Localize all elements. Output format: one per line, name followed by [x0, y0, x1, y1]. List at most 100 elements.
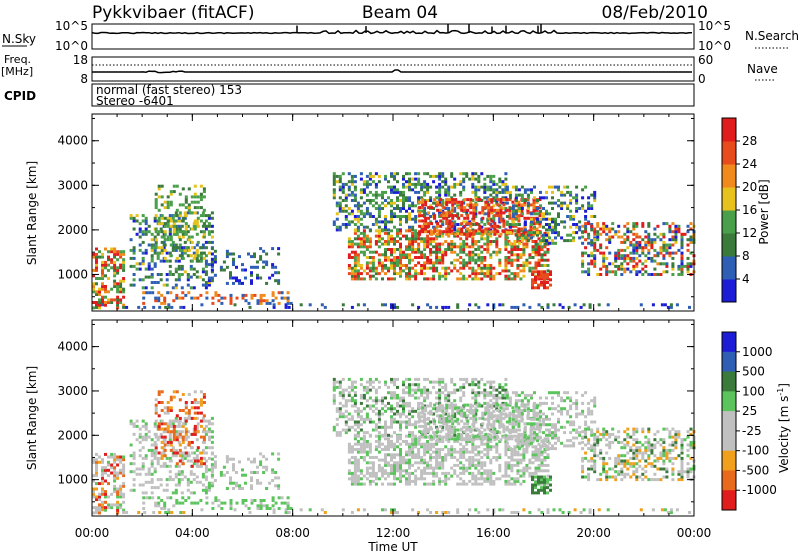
- power-cell: [424, 224, 428, 228]
- velocity-cell: [190, 440, 194, 444]
- power-cell: [504, 266, 508, 270]
- power-cell: [532, 222, 536, 226]
- velocity-cell: [435, 401, 439, 405]
- power-cell: [429, 196, 433, 200]
- velocity-cell: [396, 440, 399, 443]
- velocity-cell: [204, 424, 208, 428]
- power-cell: [132, 251, 136, 255]
- power-cell: [178, 230, 182, 234]
- power-cell: [451, 208, 455, 212]
- velocity-cell: [429, 453, 433, 457]
- velocity-cell: [235, 481, 238, 485]
- power-cell: [147, 230, 151, 234]
- power-cell: [569, 215, 573, 218]
- power-cell: [211, 301, 215, 305]
- power-cell: [487, 216, 491, 220]
- power-cell: [170, 305, 174, 309]
- velocity-cell: [365, 388, 369, 392]
- velocity-cell: [362, 450, 366, 454]
- velocity-cell: [174, 416, 178, 420]
- velocity-cell: [408, 401, 411, 405]
- power-cell: [474, 188, 478, 192]
- power-cell: [492, 266, 496, 270]
- velocity-cell: [423, 420, 427, 424]
- velocity-cell: [498, 391, 502, 395]
- velocity-cell: [453, 469, 457, 473]
- power-cell: [456, 204, 460, 208]
- velocity-cell: [190, 432, 194, 436]
- power-cell: [356, 217, 360, 221]
- velocity-cell: [435, 461, 439, 465]
- power-cell: [542, 239, 545, 243]
- velocity-cell: [204, 464, 208, 468]
- power-cell: [444, 253, 448, 257]
- velocity-cell: [462, 393, 466, 397]
- velocity-cell: [175, 419, 179, 423]
- power-cell: [113, 260, 117, 264]
- power-cell: [347, 207, 351, 210]
- power-cell: [274, 265, 278, 269]
- power-cell: [132, 246, 136, 250]
- velocity-cell: [232, 457, 235, 461]
- power-cell: [587, 201, 591, 205]
- velocity-cell: [196, 501, 200, 505]
- power-cell: [420, 209, 424, 213]
- power-cell: [533, 185, 536, 189]
- power-cell: [129, 216, 133, 220]
- power-cell: [459, 277, 463, 281]
- power-cell: [435, 256, 439, 259]
- velocity-cell: [174, 472, 178, 476]
- power-cell: [147, 264, 151, 268]
- power-cell: [469, 222, 473, 226]
- power-cell: [573, 303, 577, 307]
- power-cell: [442, 216, 446, 220]
- power-cell: [122, 252, 126, 256]
- power-cell: [377, 207, 381, 210]
- power-cell: [463, 198, 467, 202]
- power-cell: [504, 242, 508, 246]
- velocity-cell: [132, 422, 136, 426]
- power-cell: [669, 303, 673, 307]
- velocity-cell: [163, 501, 167, 505]
- power-cell: [484, 230, 488, 234]
- power-cell: [414, 240, 418, 243]
- power-cell: [157, 184, 161, 188]
- power-cell: [581, 254, 585, 258]
- power-cell: [371, 180, 375, 184]
- power-colorbar-tick-label: 24: [742, 157, 757, 171]
- power-cell: [453, 258, 457, 262]
- power-cell: [635, 248, 639, 252]
- velocity-cell: [377, 466, 381, 470]
- velocity-cell: [259, 452, 263, 456]
- power-cell: [150, 281, 154, 284]
- velocity-cell: [163, 427, 167, 431]
- power-cell: [341, 223, 345, 226]
- power-cell: [365, 261, 369, 265]
- power-cell: [192, 286, 196, 290]
- power-cell: [469, 198, 473, 202]
- velocity-cell: [144, 456, 148, 460]
- power-cell: [193, 184, 197, 188]
- power-cell: [671, 222, 675, 226]
- power-cell: [429, 185, 433, 189]
- power-cell: [377, 215, 381, 218]
- power-cell: [104, 260, 107, 264]
- power-cell: [418, 206, 422, 210]
- power-cell: [405, 217, 408, 221]
- velocity-cell: [390, 417, 393, 421]
- velocity-cell: [167, 511, 171, 514]
- power-cell: [490, 224, 494, 228]
- velocity-cell: [110, 455, 114, 459]
- velocity-cell: [393, 482, 396, 486]
- power-cell: [223, 296, 227, 300]
- power-cell: [187, 248, 191, 252]
- velocity-cell: [405, 404, 408, 408]
- power-cell: [160, 230, 164, 234]
- power-cell: [138, 278, 142, 282]
- velocity-cell: [265, 507, 269, 510]
- power-cell: [483, 188, 487, 192]
- power-cell: [546, 248, 550, 251]
- velocity-cell: [110, 506, 114, 510]
- power-cell: [359, 172, 363, 176]
